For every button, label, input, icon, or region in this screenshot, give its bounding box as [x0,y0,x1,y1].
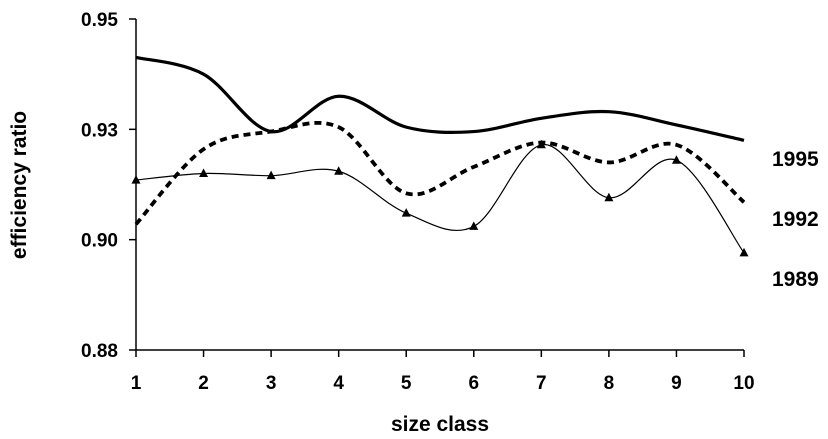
triangle-marker [739,247,749,257]
x-tick-label: 7 [536,373,547,394]
x-tick-label: 10 [733,373,754,394]
axes [135,19,744,351]
triangle-marker [401,208,411,217]
y-tick-label: 0.95 [81,10,118,31]
series-label-1989: 1989 [772,268,819,291]
y-tick-label: 0.88 [81,341,118,362]
x-tick-label: 4 [333,373,344,394]
x-axis-ticks: 1 2 3 4 5 6 7 8 9 10 [131,350,755,394]
x-tick-label: 2 [198,373,209,394]
triangle-marker [199,168,209,177]
series-label-1995: 1995 [772,148,819,171]
x-tick-label: 1 [131,373,142,394]
series-line-1989 [135,144,745,254]
triangle-marker [604,192,614,202]
y-axis-ticks: 0.88 0.90 0.93 0.95 [81,10,136,362]
series-lines [134,55,746,254]
x-tick-label: 5 [401,373,412,394]
triangle-marker [334,166,344,175]
series-line-1992 [134,120,746,226]
triangle-marker [671,155,681,164]
y-tick-label: 0.93 [81,120,118,141]
y-axis-title: efficiency ratio [8,111,31,259]
y-tick-label: 0.90 [81,231,118,252]
series-label-1992: 1992 [772,208,819,231]
triangle-marker [469,221,479,230]
x-tick-label: 9 [671,373,682,394]
x-tick-label: 3 [266,373,277,394]
x-tick-label: 6 [468,373,479,394]
triangle-marker [131,175,141,184]
triangle-marker [536,139,546,149]
x-tick-label: 8 [604,373,615,394]
triangle-marker [266,170,276,180]
x-axis-title: size class [391,413,489,436]
series-line-1995 [135,55,745,142]
series-markers [131,139,749,257]
